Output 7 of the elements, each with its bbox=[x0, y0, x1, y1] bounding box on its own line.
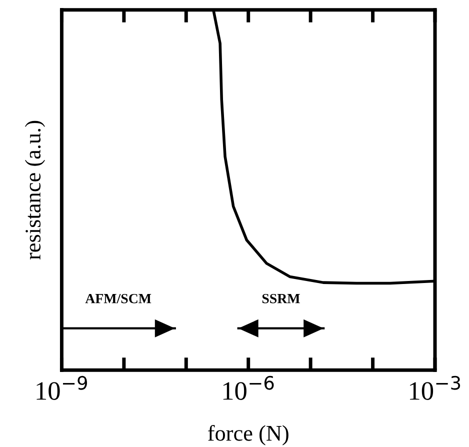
y-axis-title: resistance (a.u.) bbox=[24, 120, 46, 260]
x-tick-label: 10$^{−9}$ bbox=[36, 376, 87, 400]
x-tick-label: 10$^{−3}$ bbox=[410, 376, 460, 400]
series-label: SSRM bbox=[262, 294, 300, 304]
x-tick-label: 10$^{−6}$ bbox=[223, 376, 274, 400]
series-label: AFM/SCM bbox=[85, 294, 152, 304]
x-axis-title: force (N) bbox=[208, 424, 288, 446]
